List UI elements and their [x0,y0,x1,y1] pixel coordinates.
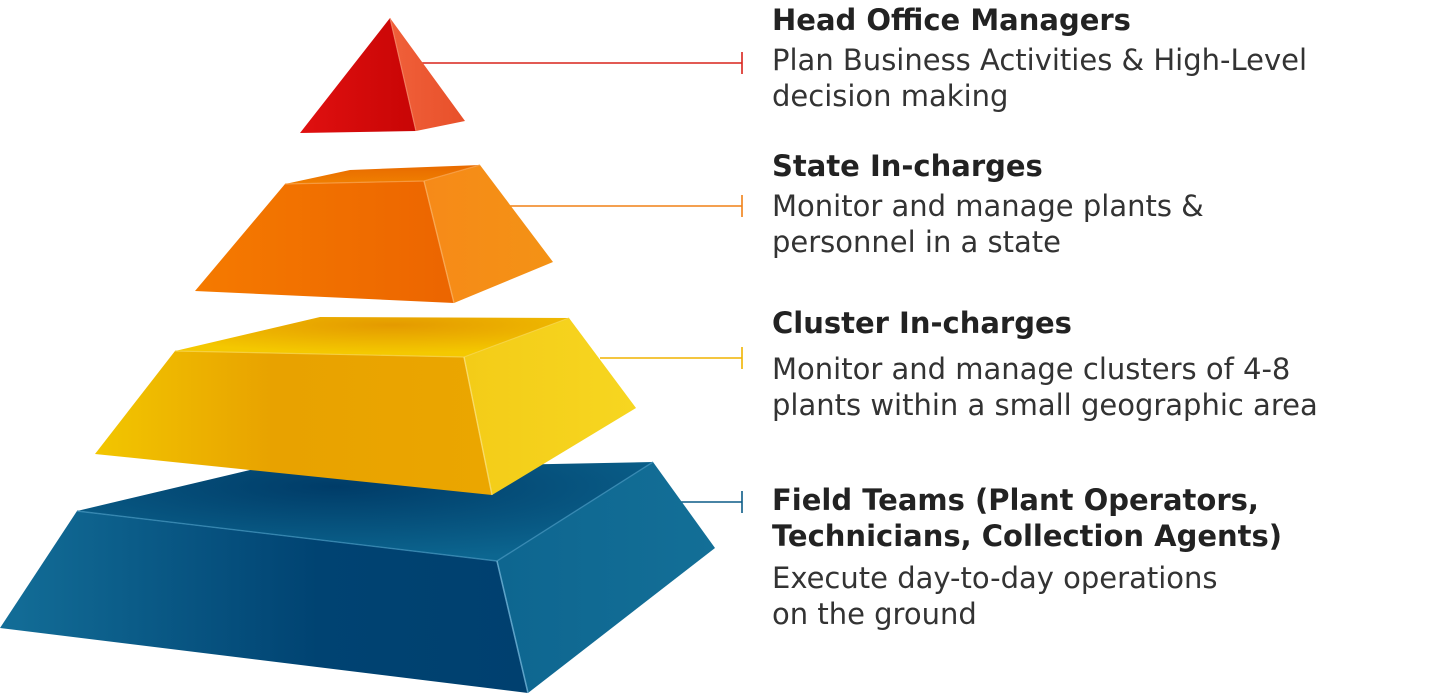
tier-label-cluster: Cluster In-charges Monitor and manage cl… [772,305,1412,423]
tier-description: Plan Business Activities & High-Level de… [772,43,1308,113]
connector-state [510,195,743,217]
tier-description: Monitor and manage plants & personnel in… [772,189,1204,259]
tier-label-state: State In-charges Monitor and manage plan… [772,148,1412,260]
tier-label-field: Field Teams (Plant Operators, Technician… [772,482,1412,632]
connector-field [680,491,743,513]
tier-label-head-office: Head Office Managers Plan Business Activ… [772,2,1412,114]
connector-cluster [600,347,743,369]
tier-title: Field Teams (Plant Operators, Technician… [772,483,1283,553]
tier-description: Monitor and manage clusters of 4-8 plant… [772,352,1318,422]
tier-title: Head Office Managers [772,3,1131,37]
pyramid-tier-state [195,164,553,304]
pyramid-tier-head-office [300,17,465,133]
pyramid-tier-cluster [95,317,636,496]
tier-description: Execute day-to-day operations on the gro… [772,561,1218,631]
connector-head-office [420,52,743,74]
pyramid-tier-field [0,461,715,694]
tier-title: State In-charges [772,149,1043,183]
tier-title: Cluster In-charges [772,306,1072,340]
